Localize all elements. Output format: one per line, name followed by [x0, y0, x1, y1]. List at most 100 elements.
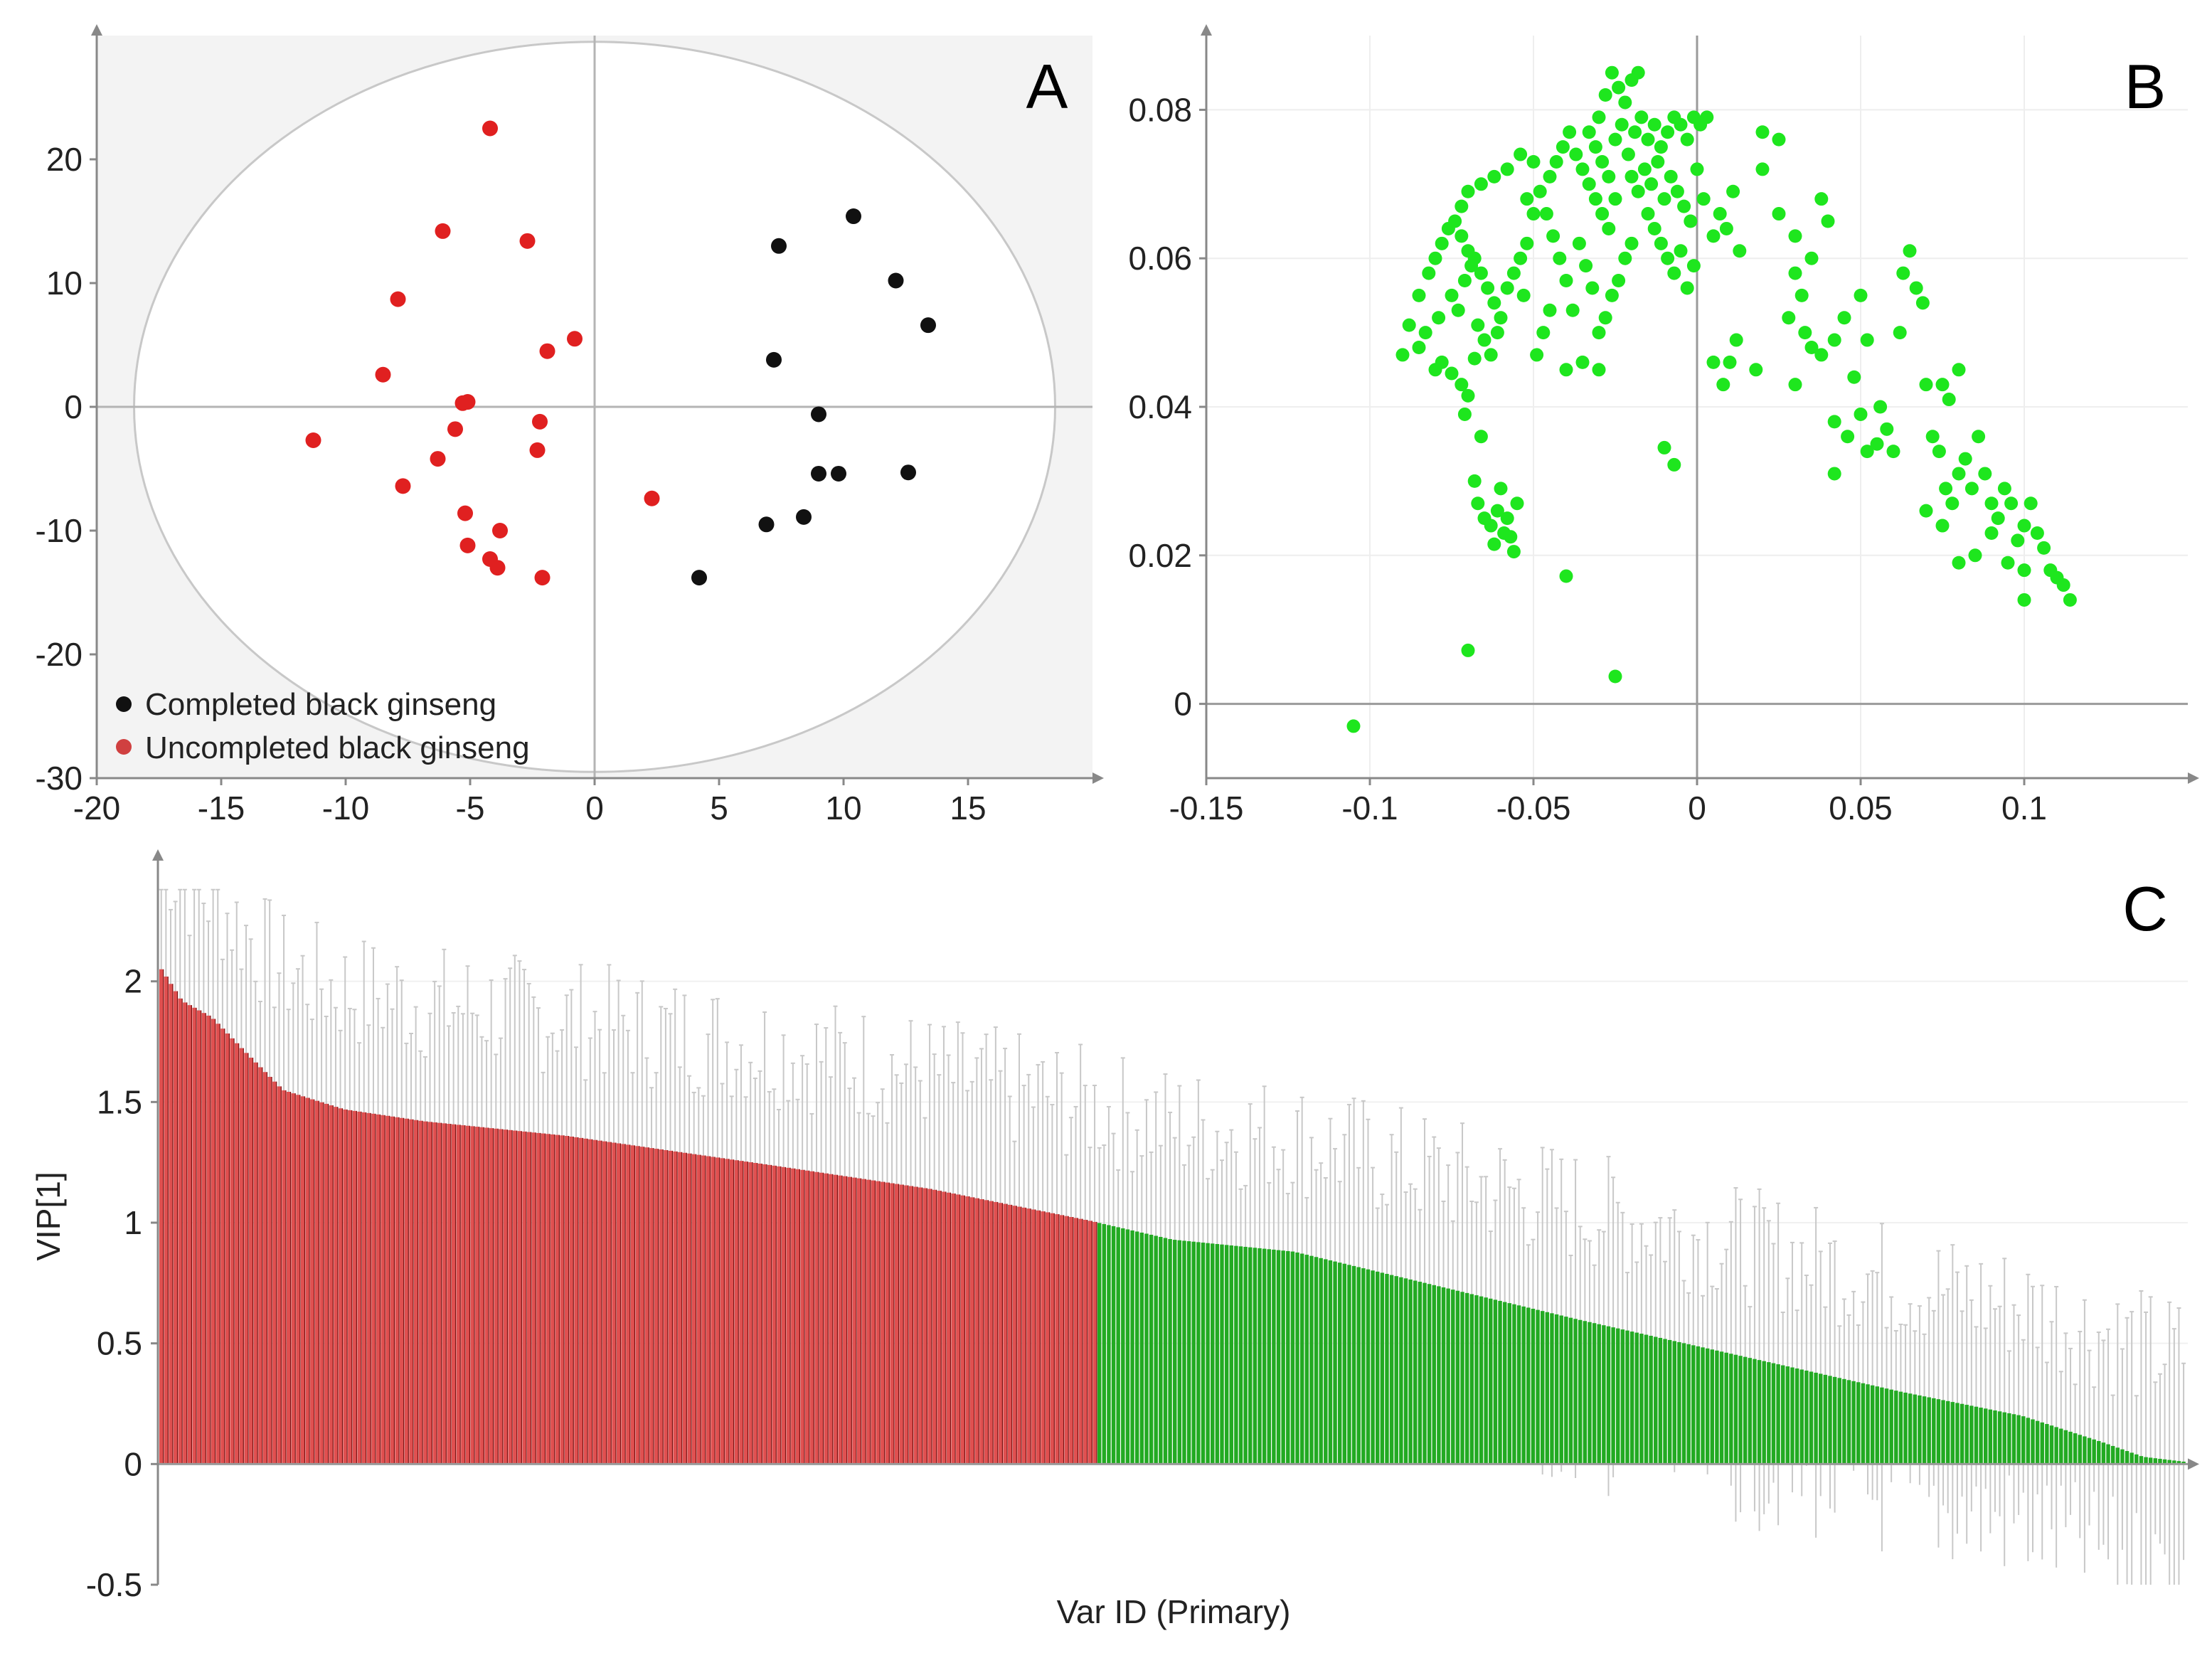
vip-bar	[1964, 1405, 1969, 1465]
vip-bar	[2106, 1444, 2110, 1465]
vip-bar	[1988, 1409, 1993, 1465]
vip-bar	[932, 1189, 937, 1465]
uncompleted-point	[644, 490, 660, 506]
vip-bar	[1823, 1374, 1828, 1465]
vip-bar	[2087, 1437, 2092, 1465]
vip-bar	[979, 1198, 984, 1465]
vip-bar	[856, 1178, 861, 1465]
vip-bar	[574, 1137, 578, 1465]
loading-point	[1546, 229, 1560, 243]
loading-point	[1716, 378, 1730, 392]
vip-bar	[1437, 1286, 1441, 1465]
vip-bar	[998, 1203, 1003, 1465]
vip-bar	[286, 1092, 291, 1465]
vip-bar	[503, 1130, 508, 1465]
vip-bar	[786, 1167, 790, 1465]
vip-bar	[2153, 1458, 2158, 1465]
vip-bar	[1531, 1309, 1536, 1465]
vip-bar	[1451, 1290, 1455, 1465]
vip-bar	[555, 1134, 560, 1465]
vip-bar	[385, 1115, 390, 1465]
vip-bar	[489, 1128, 494, 1465]
panel-b-letter: B	[2125, 51, 2166, 122]
vip-bar	[753, 1162, 757, 1465]
vip-bar	[1573, 1319, 1578, 1465]
vip-bar	[777, 1166, 781, 1465]
vip-bar	[319, 1102, 324, 1465]
loading-point	[1713, 207, 1727, 221]
loading-point	[1471, 318, 1485, 332]
vip-bar	[805, 1170, 809, 1465]
vip-bar	[1111, 1226, 1116, 1465]
vip-bar	[1781, 1365, 1785, 1465]
vip-bar	[262, 1072, 267, 1465]
vip-bar	[922, 1188, 927, 1465]
vip-bar	[1634, 1332, 1639, 1465]
loading-point	[1984, 526, 1999, 540]
completed-point	[771, 238, 787, 254]
vip-bar	[748, 1162, 753, 1465]
loading-point	[1412, 288, 1426, 302]
vip-bar	[2139, 1456, 2144, 1465]
panel-b-y-arrow	[1201, 24, 1212, 36]
vip-bar	[395, 1117, 399, 1465]
vip-bar	[1361, 1268, 1366, 1465]
panel-a-x-tick-label: 5	[710, 790, 728, 826]
vip-bar	[1304, 1255, 1309, 1465]
panel-a-x-tick-label: -5	[456, 790, 485, 826]
vip-bar	[366, 1112, 371, 1465]
vip-bar	[1262, 1248, 1267, 1465]
uncompleted-point	[395, 478, 411, 494]
loading-point	[2030, 526, 2044, 540]
uncompleted-point	[519, 233, 536, 249]
vip-bar	[1851, 1381, 1856, 1465]
vip-bar	[2176, 1461, 2181, 1465]
loading-point	[1500, 511, 1514, 526]
loading-point	[1481, 281, 1495, 295]
loading-point	[1794, 288, 1809, 302]
vip-bar	[2035, 1420, 2040, 1465]
vip-bar	[1932, 1398, 1936, 1465]
vip-bar	[1729, 1354, 1733, 1465]
vip-bar	[588, 1139, 592, 1465]
vip-bar	[1003, 1203, 1007, 1465]
vip-bar	[1012, 1206, 1017, 1465]
loading-point	[1598, 88, 1612, 102]
loading-point	[1618, 95, 1632, 110]
panel-a-y-tick-label: -20	[36, 636, 83, 673]
vip-bar	[1554, 1314, 1559, 1465]
loading-point	[1612, 80, 1626, 95]
loading-point	[1706, 355, 1721, 369]
vip-bar	[348, 1110, 352, 1465]
loading-point	[1644, 177, 1659, 191]
vip-bar	[1116, 1227, 1120, 1465]
vip-bar	[1267, 1249, 1271, 1465]
loading-point	[1490, 326, 1504, 340]
vip-bar	[1191, 1241, 1196, 1465]
panel-a-axis-zero	[97, 36, 1092, 778]
vip-bar	[1654, 1336, 1658, 1465]
vip-bar	[427, 1122, 432, 1465]
vip-bar	[442, 1123, 447, 1465]
vip-bar	[1658, 1337, 1663, 1465]
loading-point	[1533, 184, 1547, 198]
vip-bar	[1583, 1321, 1588, 1465]
vip-bar	[1578, 1319, 1583, 1465]
vip-bar	[517, 1131, 522, 1465]
vip-bar	[1319, 1258, 1323, 1465]
vip-bar	[432, 1122, 437, 1465]
vip-bar	[2083, 1436, 2087, 1465]
vip-bar	[1804, 1370, 1809, 1465]
loading-point	[1814, 348, 1829, 362]
loading-point	[1680, 281, 1694, 295]
vip-bar	[1814, 1372, 1818, 1465]
loading-point	[1582, 177, 1596, 191]
completed-point	[758, 516, 775, 533]
vip-bar	[1696, 1346, 1701, 1465]
loading-point	[1455, 199, 1469, 213]
vip-bar	[1489, 1298, 1493, 1465]
vip-bar	[918, 1187, 922, 1465]
uncompleted-point	[532, 413, 548, 430]
panel-c-y-axis-label: VIP[1]	[30, 1171, 67, 1260]
